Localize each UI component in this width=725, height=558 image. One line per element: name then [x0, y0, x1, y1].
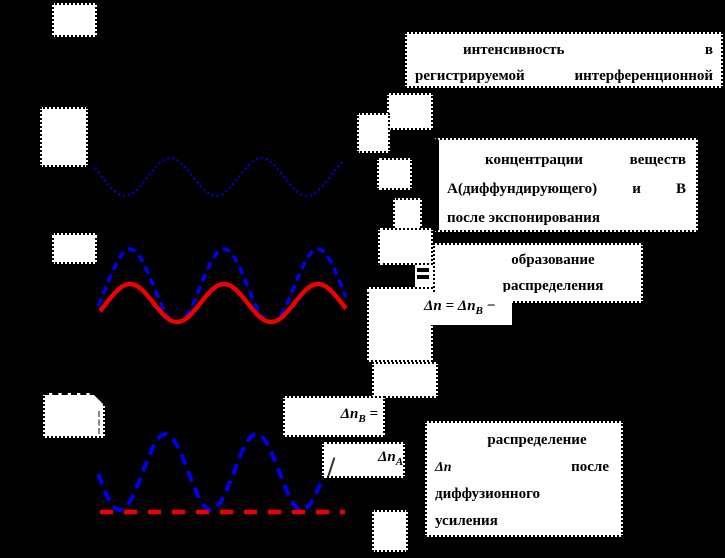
- callout-box-left-upper: [40, 107, 88, 167]
- tick-mark: [417, 275, 429, 279]
- formula-text: Δn: [378, 449, 396, 465]
- corner-notch: [92, 393, 105, 406]
- label-text: диффузионного: [435, 486, 541, 502]
- label-box-concentration: концентрации веществ А(диффундирующего) …: [433, 138, 698, 232]
- label-text: и: [632, 181, 641, 197]
- label-text: после экспонирования: [447, 210, 600, 226]
- formula-text: Δn: [435, 460, 452, 475]
- label-text: усиления: [435, 513, 498, 529]
- label-text: в: [704, 42, 713, 58]
- callout-box-mid-5: [378, 228, 433, 265]
- label-text: распределения: [502, 278, 604, 294]
- label-text: концентрации: [485, 152, 583, 168]
- label-text: интерференционной: [574, 68, 713, 84]
- formula-text: Δn = Δn: [424, 298, 476, 314]
- formula-text: −: [482, 298, 496, 314]
- label-text: В: [675, 181, 686, 197]
- formula-text: =: [365, 406, 378, 422]
- callout-box-left-middle: [52, 233, 97, 264]
- formula-text: Δn: [340, 406, 359, 422]
- callout-box-mid-1: [387, 93, 433, 130]
- label-box-distribution: распределение Δn после диффузионного уси…: [425, 421, 623, 537]
- callout-box-mid-2: [357, 113, 390, 153]
- callout-box-bottom: [372, 510, 408, 552]
- leader-line-dashed: [98, 411, 100, 434]
- label-text: веществ: [629, 152, 686, 168]
- callout-box-mid-7: [372, 362, 438, 398]
- formula-subscript: B: [358, 413, 366, 425]
- callout-box-top-left: [52, 3, 97, 37]
- formula-subscript: B: [475, 305, 483, 317]
- label-text: образование: [511, 252, 595, 268]
- tick-mark: [417, 268, 429, 272]
- label-text: интенсивность: [463, 42, 565, 58]
- concentration-wave-A: [98, 281, 348, 325]
- delta-n-wave: [96, 431, 332, 513]
- leader-slash: [326, 457, 336, 476]
- label-text: А(диффундирующего): [447, 181, 598, 197]
- label-text: распределение: [487, 432, 587, 448]
- label-box-intensity: интенсивность в регистрируемой интерфере…: [405, 32, 723, 88]
- formula-delta-n: Δn = ΔnB −: [420, 292, 512, 325]
- formula-box-delta-nA: ΔnA: [322, 442, 405, 478]
- tick-marks-patch: [415, 265, 433, 287]
- callout-box-left-lower: [43, 393, 105, 438]
- formula-box-delta-nB: ΔnB =: [283, 396, 385, 437]
- concentration-wave-B: [96, 247, 348, 325]
- label-text: после: [571, 459, 609, 475]
- formula-subscript: A: [395, 456, 404, 468]
- formula-text: ΔnA: [378, 449, 403, 468]
- callout-box-mid-3: [377, 158, 412, 190]
- label-text: регистрируемой: [415, 68, 525, 84]
- intensity-wave: [94, 156, 346, 198]
